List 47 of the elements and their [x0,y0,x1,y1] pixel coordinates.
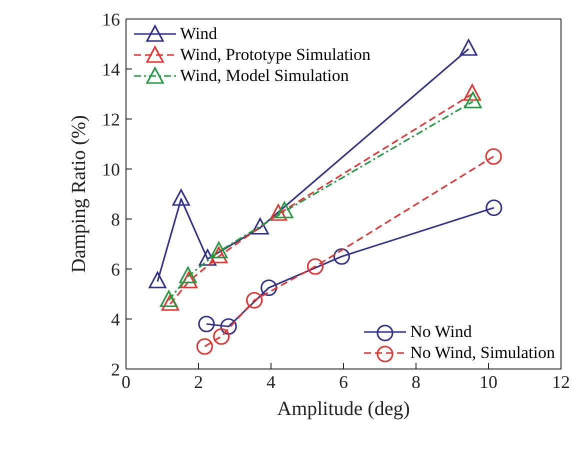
legend-label: Wind [180,23,218,44]
y-tick-label: 4 [111,309,120,330]
point [180,272,198,288]
y-tick-label: 14 [102,59,120,80]
y-tick-label: 8 [111,209,120,230]
x-tick-label: 2 [194,372,203,392]
y-axis-title: Damping Ratio (%) [68,115,90,273]
point [333,248,350,265]
point [276,202,294,218]
point [196,338,213,355]
point [220,318,237,335]
point [260,279,278,296]
point [160,290,178,308]
point [210,242,228,258]
legend-label: Wind, Prototype Simulation [180,44,371,65]
y-tick-label: 12 [102,109,120,130]
x-axis-title: Amplitude (deg) [277,398,410,420]
point [460,39,478,56]
point [246,292,263,309]
x-tick-label: 10 [480,372,498,392]
point [269,204,288,221]
point [198,249,216,266]
point [306,258,324,275]
x-tick-label: 12 [552,372,570,392]
point [198,316,215,332]
point [179,266,197,284]
point [148,272,166,288]
y-tick-label: 2 [111,359,120,380]
x-tick-label: 4 [266,372,276,392]
legend-label: No Wind, Simulation [410,342,555,363]
point [486,199,502,216]
point [485,148,502,165]
point [213,328,230,345]
y-tick-label: 6 [111,259,120,280]
point [210,246,228,264]
point [251,218,269,235]
legend-label: No Wind [410,321,472,342]
y-tick-label: 16 [102,9,120,30]
legend-label: Wind, Model Simulation [180,65,349,86]
y-tick-label: 10 [102,159,120,180]
point [172,189,190,206]
x-tick-label: 6 [339,372,348,392]
point [464,92,482,108]
x-tick-label: 0 [122,372,130,392]
point [161,294,180,311]
x-tick-label: 8 [412,372,420,392]
point [463,84,481,101]
